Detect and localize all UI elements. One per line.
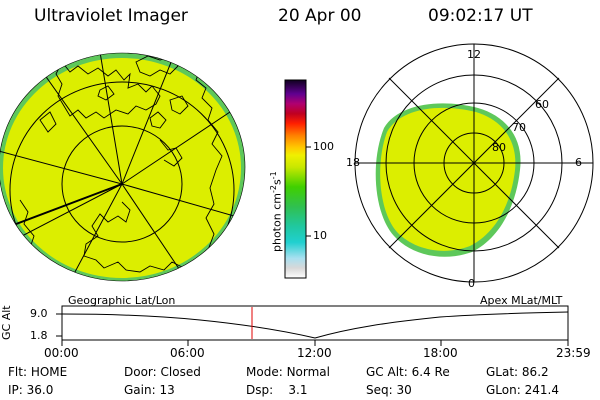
geographic-map [0,52,246,282]
time-label: 09:02:17 UT [428,6,533,26]
timeline-ytick-high: 9.0 [30,307,48,320]
coastlines [19,55,223,273]
info-ip: IP: 36.0 [8,383,54,397]
polar-plot [354,43,594,283]
mlt-label-left: 18 [346,156,360,169]
geo-panel-label: Geographic Lat/Lon [68,294,176,307]
latitude-circle [9,81,235,281]
date-label: 20 Apr 00 [278,6,362,26]
info-flt: Flt: HOME [8,365,68,379]
colorbar-unit: photon cm-2s-1 [269,171,284,252]
latitude-circle [61,125,183,243]
info-glat: GLat: 86.2 [486,365,549,379]
info-gc-alt: GC Alt: 6.4 Re [366,365,450,379]
info-door: Door: Closed [124,365,201,379]
timeline-ytick-low: 1.8 [30,329,48,342]
info-dsp: Dsp: 3.1 [246,383,308,397]
mlat-label-70: 70 [512,121,526,134]
mlt-label-top: 12 [467,48,481,61]
mlat-label-80: 80 [492,141,506,154]
meridian-lines [0,53,245,281]
info-glon: GLon: 241.4 [486,383,559,397]
colorbar-tick-100: 100 [313,140,334,153]
timeline-xtick-3: 18:00 [423,346,458,360]
timeline-axis-label: GC Alt [0,305,13,340]
instrument-title: Ultraviolet Imager [34,6,188,26]
mlt-label-right: 6 [575,156,582,169]
timeline-xtick-0: 00:00 [44,346,79,360]
colorbar-tick-10: 10 [313,229,327,242]
mlat-label-60: 60 [535,98,549,111]
altitude-curve [61,311,569,339]
info-seq: Seq: 30 [366,383,412,397]
mag-panel-label: Apex MLat/MLT [480,294,563,307]
timeline-xtick-1: 06:00 [170,346,205,360]
altitude-timeline [56,305,569,346]
timeline-xtick-2: 12:00 [297,346,332,360]
info-gain: Gain: 13 [124,383,175,397]
timeline-xtick-4: 23:59 [556,346,591,360]
mlt-label-bottom: 0 [468,277,475,290]
color-scale [284,79,311,279]
info-mode: Mode: Normal [246,365,330,379]
